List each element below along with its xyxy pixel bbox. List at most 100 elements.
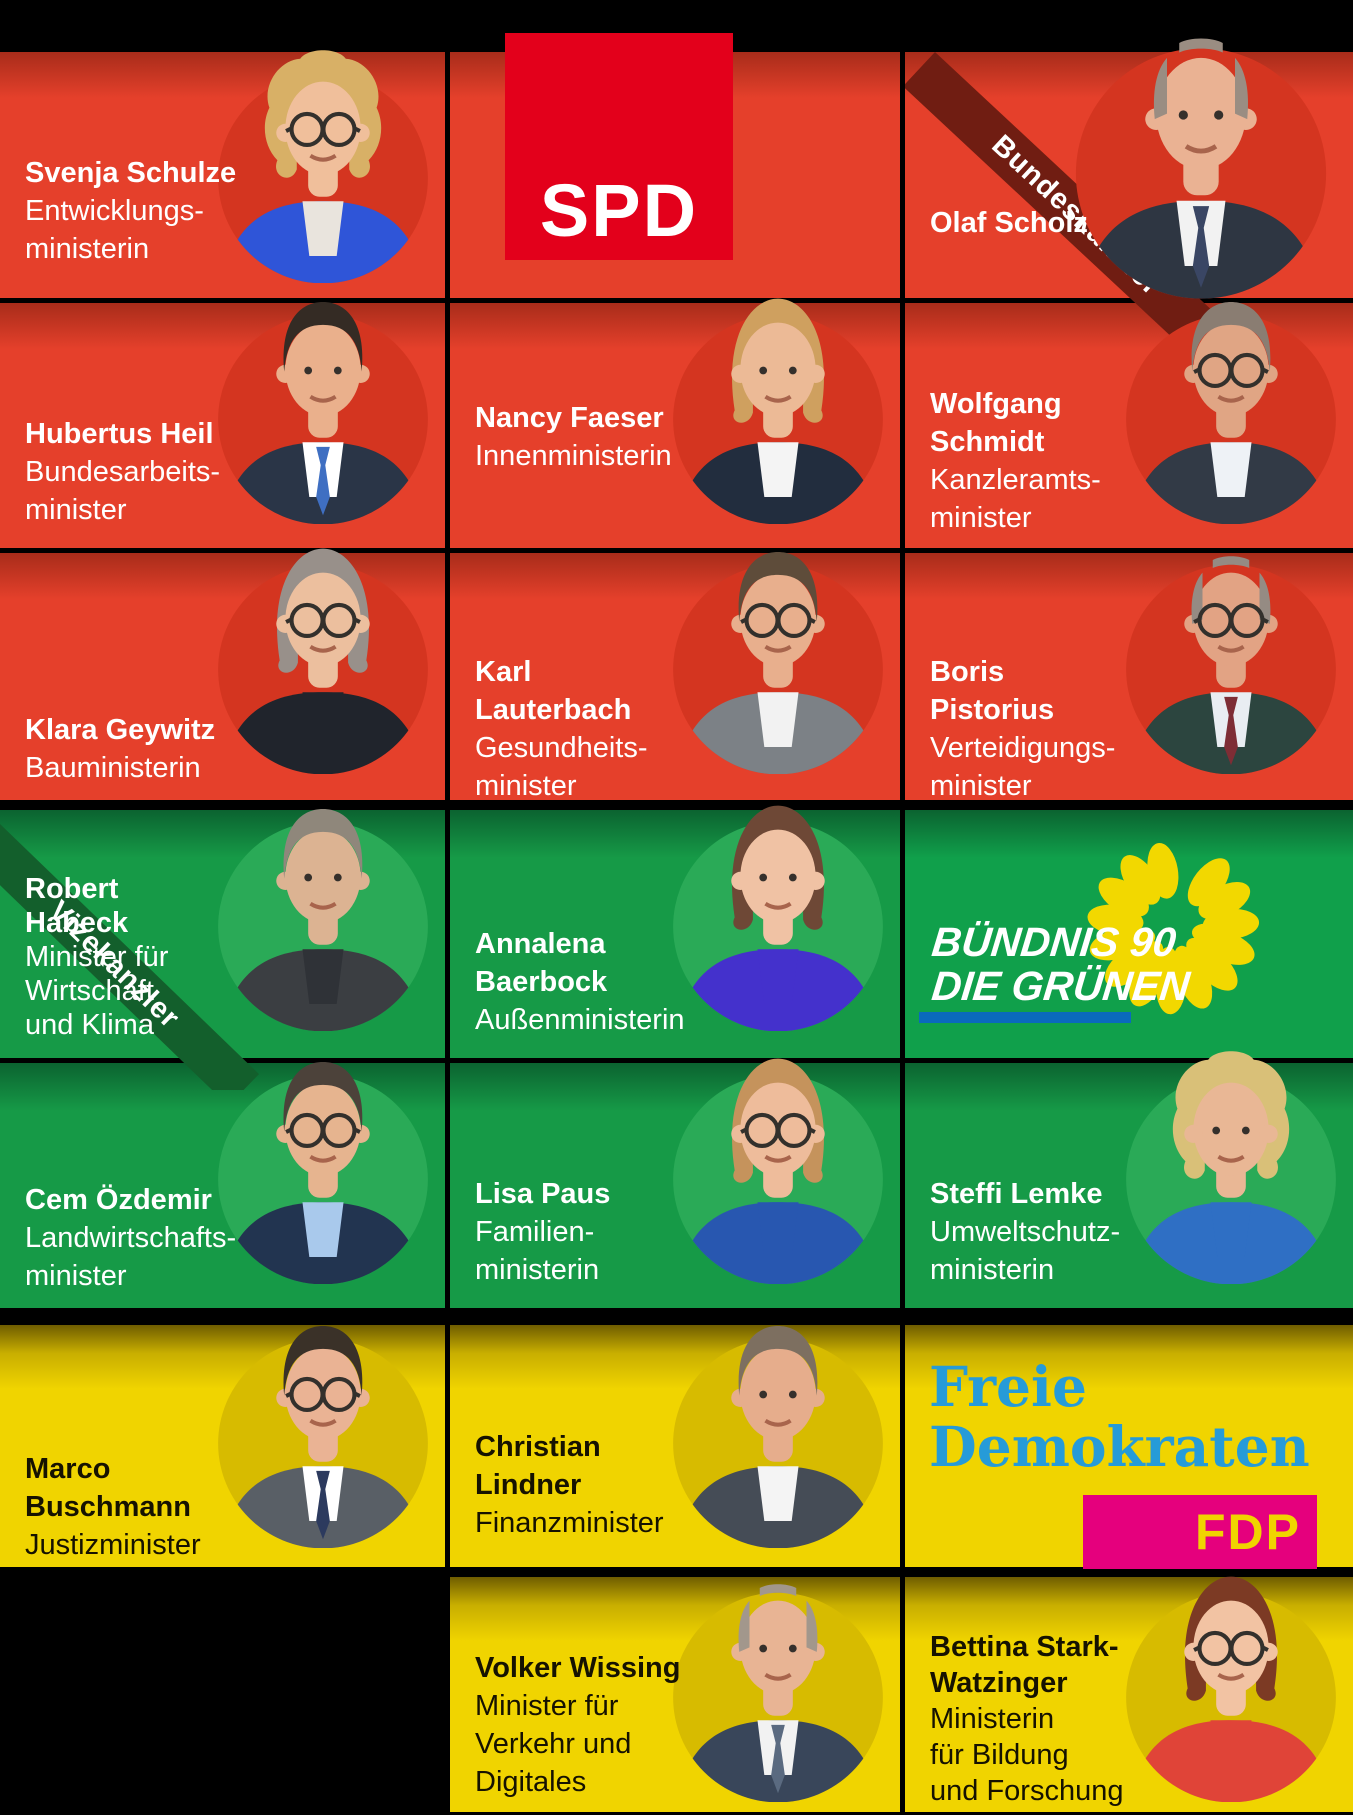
tile-lindner: Christian Lindner Finanzminister <box>450 1325 900 1567</box>
minister-role-line: Verteidigungs- <box>930 732 1116 764</box>
minister-caption: Klara Geywitz Bauministerin <box>25 711 215 787</box>
minister-role-line: Ministerin <box>930 1703 1055 1735</box>
portrait-photo <box>673 298 883 525</box>
gruene-logo-line1: BÜNDNIS 90 <box>929 919 1179 965</box>
minister-name-line: Karl <box>475 656 532 688</box>
fdp-badge: FDP <box>1083 1495 1317 1569</box>
minister-role-line: Landwirtschafts- <box>25 1222 237 1254</box>
minister-name-line: Wolfgang <box>930 388 1062 420</box>
minister-name-line: Olaf Scholz <box>930 207 1088 239</box>
minister-name-line: Hubertus Heil <box>25 418 214 450</box>
minister-name-line: Robert <box>25 873 119 905</box>
minister-role-line: Digitales <box>475 1766 587 1798</box>
portrait-photo <box>1126 1051 1336 1285</box>
minister-role-line: minister <box>930 502 1032 534</box>
minister-role-line: Kanzleramts- <box>930 464 1101 496</box>
minister-caption: Cem Özdemir Landwirtschafts-minister <box>25 1181 236 1295</box>
minister-name-line: Buschmann <box>25 1491 191 1523</box>
portrait-photo <box>1126 302 1336 525</box>
spd-logo-square: SPD <box>505 33 733 260</box>
minister-role-line: Außenministerin <box>475 1004 685 1036</box>
minister-role-line: Bundesarbeits- <box>25 456 221 488</box>
minister-role-line: Innenministerin <box>475 440 672 472</box>
portrait-photo <box>1075 38 1327 299</box>
minister-role-line: Umweltschutz- <box>930 1216 1121 1248</box>
minister-caption: Annalena Baerbock Außenministerin <box>475 925 685 1039</box>
minister-role-line: Bauministerin <box>25 752 201 784</box>
minister-role-line: Gesundheits- <box>475 732 648 764</box>
minister-role-line: Verkehr und <box>475 1728 632 1760</box>
minister-name-line: Lisa Paus <box>475 1178 611 1210</box>
tile-pistorius: Boris Pistorius Verteidigungs-minister <box>905 553 1353 802</box>
minister-name-line: Lauterbach <box>475 694 632 726</box>
minister-name-line: Habeck <box>25 907 129 939</box>
minister-caption: Marco Buschmann Justizminister <box>25 1450 201 1564</box>
minister-name-line: Bettina Stark- <box>930 1631 1119 1663</box>
minister-caption: Olaf Scholz <box>930 204 1088 242</box>
minister-role-line: Minister für <box>475 1690 619 1722</box>
minister-role-line: ministerin <box>930 1254 1055 1286</box>
tile-scholz: Bundeskanzler Olaf Scholz <box>905 38 1353 352</box>
portrait-photo <box>218 50 428 284</box>
minister-role-line: minister <box>475 770 577 802</box>
portrait-photo <box>218 809 428 1032</box>
tile-oezdemir: Cem Özdemir Landwirtschafts-minister <box>0 1062 445 1308</box>
gruene-logo-line2: DIE GRÜNEN <box>929 963 1192 1009</box>
minister-role-line: Entwicklungs- <box>25 195 204 227</box>
minister-role-line: minister <box>930 770 1032 802</box>
tile-baerbock: Annalena Baerbock Außenministerin <box>450 805 900 1058</box>
minister-role-line: Finanzminister <box>475 1507 664 1539</box>
fdp-logo-line2: Demokraten <box>929 1414 1310 1479</box>
minister-role-line: ministerin <box>475 1254 600 1286</box>
minister-role-line: Wirtschaft <box>25 975 154 1007</box>
minister-role-line: minister <box>25 1260 127 1292</box>
minister-caption: Steffi Lemke Umweltschutz-ministerin <box>930 1175 1120 1289</box>
portrait-photo <box>218 1326 428 1549</box>
minister-name-line: Svenja Schulze <box>25 157 237 189</box>
tile-habeck: Vizekanzler Robert Habeck Minister für Wirts… <box>0 809 445 1090</box>
minister-role-line: Justizminister <box>25 1529 201 1561</box>
minister-name-line: Pistorius <box>930 694 1055 726</box>
minister-caption: Bettina Stark- Watzinger Ministerin für Bil… <box>930 1629 1123 1809</box>
minister-role-line: Familien- <box>475 1216 595 1248</box>
tile-wissing: Volker Wissing Minister für Verkehr und Dig… <box>450 1577 900 1812</box>
tile-stark-watzinger: Bettina Stark- Watzinger Ministerin für Bil… <box>905 1576 1353 1812</box>
portrait-photo <box>673 1326 883 1549</box>
minister-caption: Karl Lauterbach Gesundheits-minister <box>475 653 648 805</box>
portrait-photo <box>218 1062 428 1285</box>
minister-role-line: und Forschung <box>930 1775 1124 1807</box>
portrait-photo <box>1126 1576 1336 1803</box>
tile-lemke: Steffi Lemke Umweltschutz-ministerin <box>905 1051 1353 1308</box>
tile-paus: Lisa Paus Familien-ministerin <box>450 1058 900 1308</box>
spd-logo-text: SPD <box>539 169 699 252</box>
minister-name-line: Volker Wissing <box>475 1652 681 1684</box>
tile-spd-logo: SPD <box>450 33 900 298</box>
minister-caption: Svenja Schulze Entwicklungs-ministerin <box>25 154 236 268</box>
minister-name-line: Steffi Lemke <box>930 1178 1103 1210</box>
minister-role-line: Minister für <box>25 941 169 973</box>
portrait-photo <box>673 552 883 775</box>
minister-name-line: Lindner <box>475 1469 582 1501</box>
minister-name-line: Boris <box>930 656 1005 688</box>
portrait-photo <box>673 1584 883 1803</box>
minister-caption: Christian Lindner Finanzminister <box>475 1428 664 1542</box>
portrait-photo <box>218 548 428 775</box>
tile-geywitz: Klara Geywitz Bauministerin <box>0 548 445 800</box>
tile-gruene-logo: BÜNDNIS 90 DIE GRÜNEN <box>905 810 1353 1058</box>
minister-name-line: Christian <box>475 1431 601 1463</box>
tile-buschmann: Marco Buschmann Justizminister <box>0 1325 445 1567</box>
minister-caption: Nancy Faeser Innenministerin <box>475 399 672 475</box>
minister-role-line: ministerin <box>25 233 150 265</box>
portrait-photo <box>1126 556 1336 775</box>
minister-name-line: Watzinger <box>930 1667 1068 1699</box>
minister-role-line: für Bildung <box>930 1739 1069 1771</box>
minister-name-line: Baerbock <box>475 966 608 998</box>
portrait-photo <box>218 302 428 525</box>
minister-caption: Robert Habeck Minister für Wirtschaft und Kl… <box>25 872 168 1042</box>
tile-heil: Hubertus Heil Bundesarbeits-minister <box>0 302 445 548</box>
minister-role-line: minister <box>25 494 127 526</box>
tile-lauterbach: Karl Lauterbach Gesundheits-minister <box>450 552 900 802</box>
minister-name-line: Annalena <box>475 928 606 960</box>
minister-caption: Wolfgang Schmidt Kanzleramts-minister <box>930 385 1101 537</box>
